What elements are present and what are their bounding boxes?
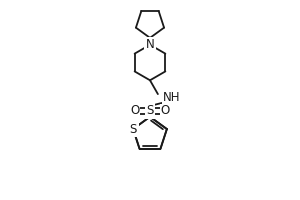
- Text: S: S: [146, 104, 154, 117]
- Text: S: S: [129, 123, 137, 136]
- Text: NH: NH: [163, 91, 180, 104]
- Text: O: O: [130, 104, 140, 117]
- Text: O: O: [160, 104, 170, 117]
- Text: N: N: [146, 38, 154, 51]
